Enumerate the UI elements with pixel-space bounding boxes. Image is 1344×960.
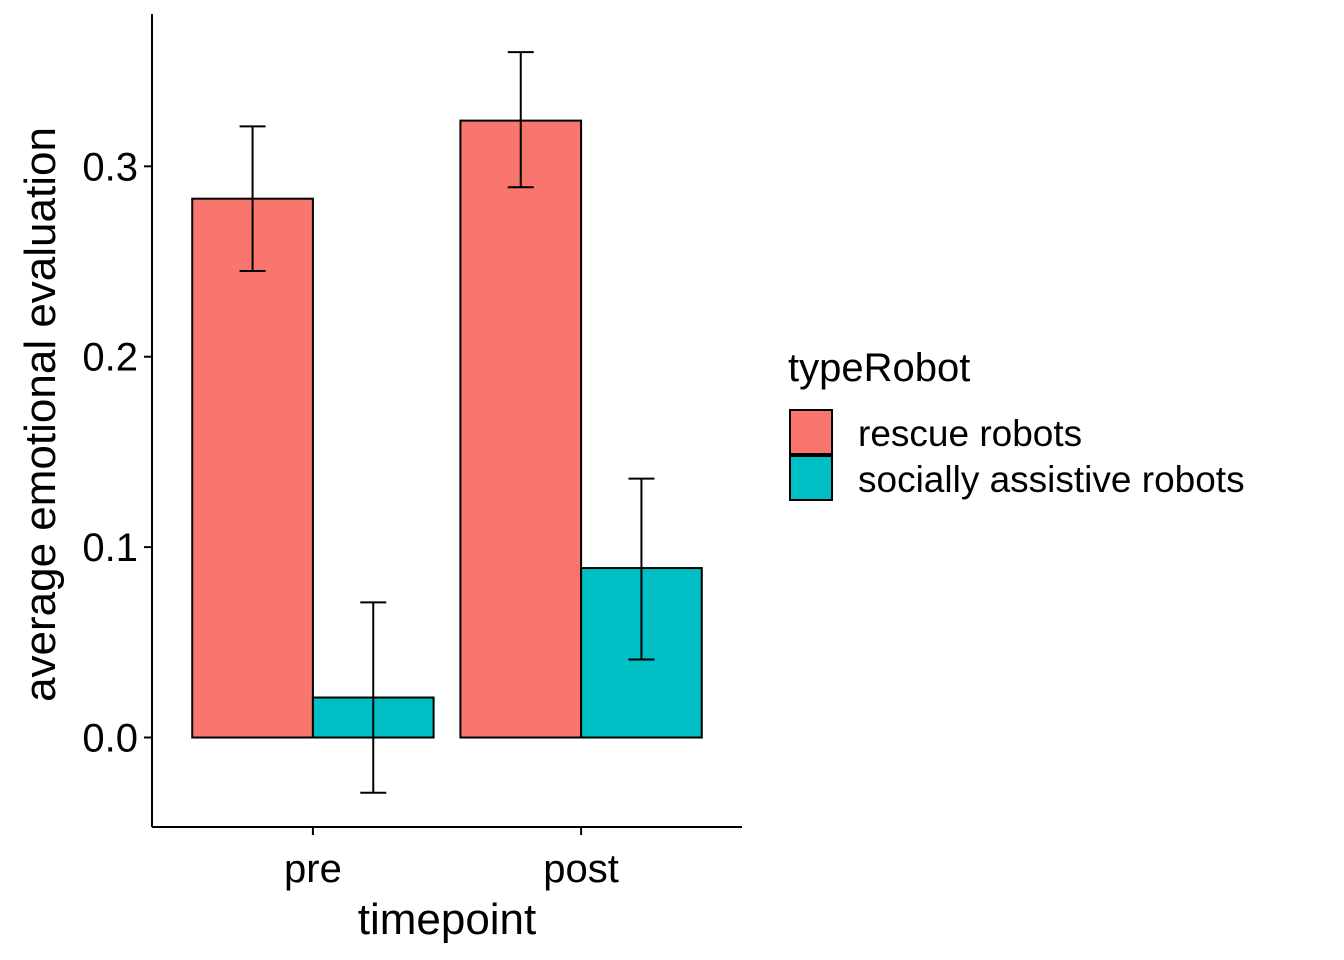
error-bars-group	[239, 51, 655, 794]
y-axis-ticks: 0.0 0.1 0.2 0.3	[82, 145, 152, 761]
y-tick-label: 0.2	[82, 336, 138, 380]
x-axis-title: timepoint	[358, 895, 537, 944]
x-axis-ticks: pre post	[284, 827, 619, 891]
y-tick-label: 0.1	[82, 526, 138, 570]
bar-post-series-0	[459, 119, 583, 739]
legend-item: socially assistive robots	[789, 455, 1245, 501]
plot-area	[191, 51, 703, 794]
bar-pre-series-0	[191, 197, 314, 739]
legend-label: socially assistive robots	[858, 459, 1245, 500]
error-bar	[507, 51, 534, 189]
legend-item: rescue robots	[789, 409, 1082, 455]
legend-label: rescue robots	[858, 413, 1082, 454]
y-tick-label: 0.0	[82, 717, 138, 761]
legend-key	[789, 409, 833, 455]
legend-title: typeRobot	[788, 346, 970, 390]
legend: typeRobot rescue robots socially assistiv…	[788, 346, 1245, 501]
bars-group	[191, 119, 703, 739]
legend-key	[789, 455, 833, 501]
y-axis-title: average emotional evaluation	[16, 127, 65, 702]
error-bar	[360, 601, 387, 794]
error-bar	[628, 477, 655, 661]
error-bar	[239, 125, 266, 273]
x-tick-label-post: post	[543, 847, 619, 891]
x-tick-label-pre: pre	[284, 847, 342, 891]
y-tick-label: 0.3	[82, 145, 138, 189]
